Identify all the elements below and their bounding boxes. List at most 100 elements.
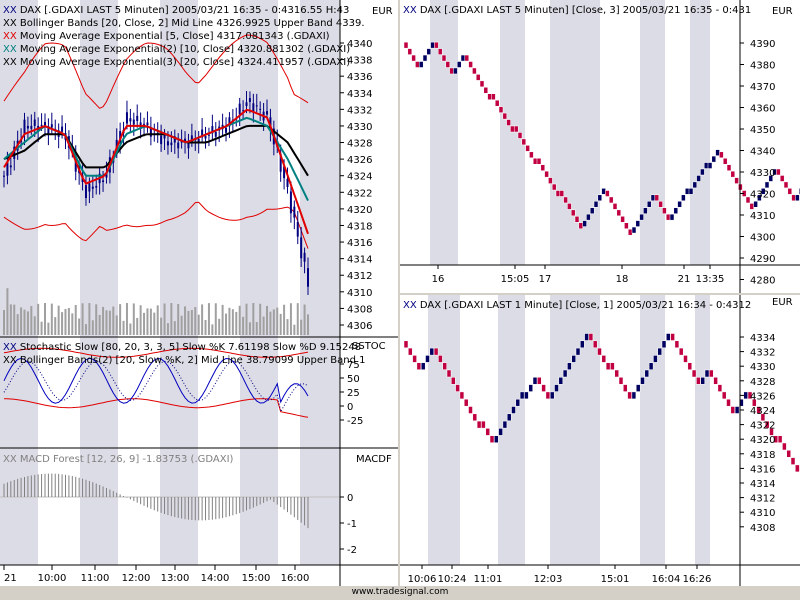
pnf-down-box xyxy=(726,398,731,407)
pnf-up-box xyxy=(707,162,713,169)
pnf-up-box xyxy=(460,54,466,62)
pnf-up-box xyxy=(549,391,555,400)
legend-text: Moving Average Exponential [5, Close] 43… xyxy=(20,31,330,42)
pnf-up-box xyxy=(711,155,717,163)
pnf-down-box xyxy=(502,112,508,120)
ema-5-line xyxy=(3,108,309,235)
stoch-lower-band xyxy=(3,398,309,418)
volume-bar xyxy=(211,324,214,335)
price-bar-body xyxy=(9,165,12,168)
legend-entry: XX Moving Average Exponential(2) [10, Cl… xyxy=(3,44,350,55)
pnf-up-box xyxy=(420,362,426,370)
legend-marker: XX xyxy=(3,31,20,42)
volume-bar xyxy=(242,316,245,335)
pnf-up-box xyxy=(502,420,508,429)
volume-bar xyxy=(289,303,292,335)
price-tick-label: 4308 xyxy=(750,523,775,534)
pnf-down-box xyxy=(752,398,757,407)
left-chart-svg[interactable]: EUR XX DAX [.GDAXI LAST 5 Minuten] 2005/… xyxy=(0,0,398,586)
volume-bar xyxy=(146,308,149,335)
pnf-down-box xyxy=(654,194,660,202)
bottom-right-currency: EUR xyxy=(772,297,793,308)
pnf-up-box xyxy=(635,384,641,392)
session-shade-band xyxy=(300,0,340,565)
volume-bar xyxy=(259,303,262,335)
pnf-down-box xyxy=(544,170,549,178)
pnf-down-box xyxy=(551,183,557,191)
pnf-up-box xyxy=(700,168,705,176)
price-bar-body xyxy=(170,142,173,146)
price-bar-body xyxy=(50,124,53,128)
session-shade-band xyxy=(640,295,665,565)
stoch-tick-label: 75 xyxy=(347,360,360,371)
bottom-right-chart-panel: XX DAX [.GDAXI LAST 1 Minute] [Close, 1]… xyxy=(400,295,800,586)
price-tick-label: 4310 xyxy=(750,211,775,222)
volume-bar xyxy=(102,306,105,335)
pnf-down-box xyxy=(658,201,663,208)
time-tick-label: 17 xyxy=(539,274,552,285)
price-bar-body xyxy=(3,175,5,177)
pnf-down-box xyxy=(713,377,718,385)
price-tick-label: 4300 xyxy=(750,233,775,244)
pnf-up-box xyxy=(677,201,682,208)
volume-bar xyxy=(293,324,296,335)
time-tick-label: 12:00 xyxy=(122,573,151,584)
price-tick-label: 4320 xyxy=(750,190,775,201)
pnf-down-box xyxy=(722,158,728,165)
volume-bar xyxy=(231,309,234,335)
volume-bar xyxy=(166,323,169,335)
pnf-down-box xyxy=(665,213,671,221)
price-bar-body xyxy=(91,186,94,189)
point-figure-chart-1min[interactable]: XX DAX [.GDAXI LAST 1 Minute] [Close, 1]… xyxy=(400,295,800,586)
pnf-up-box xyxy=(753,201,758,208)
price-bar-body xyxy=(149,127,152,137)
price-tick-label: 4326 xyxy=(750,391,775,402)
pnf-up-box xyxy=(562,369,568,378)
volume-bar xyxy=(153,312,156,335)
pnf-down-box xyxy=(624,222,629,229)
volume-bar xyxy=(303,304,306,335)
price-bar-body xyxy=(225,127,228,133)
pnf-up-box xyxy=(734,406,740,414)
pnf-up-box xyxy=(524,391,529,400)
price-tick-label: 4390 xyxy=(750,39,775,50)
top-right-price-axis: 4390 4380 4370 4360 4350 4340 4330 4320 4310 4300… xyxy=(740,39,775,287)
pnf-down-box xyxy=(437,48,443,55)
price-bar-body xyxy=(300,237,303,259)
volume-bar xyxy=(283,304,286,335)
pnf-up-box xyxy=(643,207,648,214)
price-bar-body xyxy=(13,146,16,159)
volume-bar xyxy=(296,303,299,335)
price-tick-label: 4336 xyxy=(347,72,372,83)
pnf-down-box xyxy=(786,450,791,458)
volume-bar xyxy=(125,303,128,335)
volume-bar xyxy=(201,304,204,335)
session-shade-band xyxy=(160,0,198,565)
price-bar-body xyxy=(40,124,43,126)
left-price-axis: 4340 4338 4336 4334 4332 4330 4328 4326 4324 4322… xyxy=(340,39,372,332)
volume-bar xyxy=(33,316,36,335)
bollinger-lower-band xyxy=(3,201,309,249)
legend-entry: XX Bollinger Bands [20, Close, 2] Mid Li… xyxy=(3,18,365,29)
pnf-down-box xyxy=(610,362,615,370)
volume-bar xyxy=(9,304,12,335)
volume-bar xyxy=(218,318,221,335)
price-bar-body xyxy=(296,222,299,237)
legend-marker: XX xyxy=(3,355,20,366)
time-tick-label: 11:00 xyxy=(81,573,110,584)
bottom-right-price-axis: 4334 4332 4330 4328 4326 4324 4322 4320 4318 4316… xyxy=(740,333,775,534)
pnf-up-box xyxy=(430,41,435,49)
pnf-down-box xyxy=(769,428,774,436)
point-figure-chart-5min[interactable]: XX DAX [.GDAXI LAST 5 Minuten] [Close, 3… xyxy=(400,0,800,293)
pnf-down-box xyxy=(489,435,495,443)
price-bar-body xyxy=(303,252,306,262)
price-bar-body xyxy=(132,119,135,125)
volume-bar xyxy=(204,319,207,335)
time-tick-label: 12:03 xyxy=(534,574,563,585)
pnf-down-box xyxy=(463,398,469,407)
price-bar-body xyxy=(214,131,217,137)
price-tick-label: 4318 xyxy=(750,450,775,461)
pnf-down-box xyxy=(411,54,416,62)
session-shade-band xyxy=(550,0,600,265)
pnf-up-box xyxy=(684,188,690,195)
